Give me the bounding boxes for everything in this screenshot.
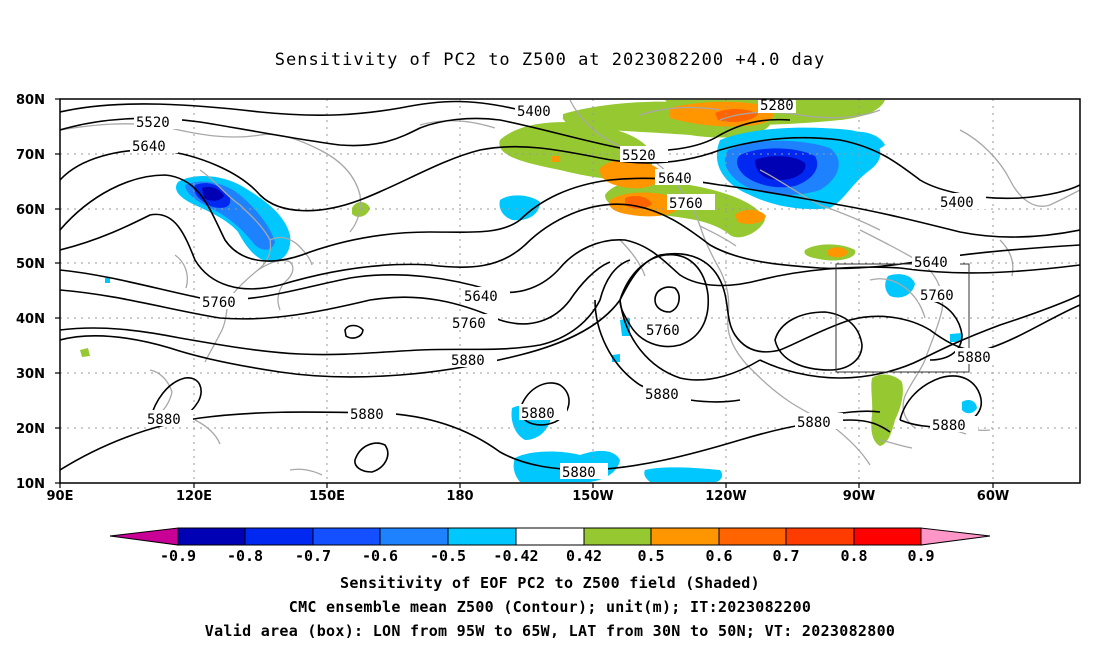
colorbar-label: -0.7 — [295, 547, 331, 565]
contour-label: 5280 — [760, 98, 794, 114]
shade-orange — [735, 209, 766, 224]
contour-labels: 5280 5400 5400 5520 5520 5640 5640 5640 … — [130, 97, 1003, 481]
shade-lightblue — [850, 131, 885, 151]
shade-navy — [202, 186, 224, 201]
contour-label: 5520 — [622, 148, 656, 164]
colorbar-label: 0.7 — [772, 547, 799, 565]
lat-label: 30N — [16, 367, 45, 382]
colorbar-swatch — [583, 527, 652, 546]
contour-label: 5760 — [202, 295, 236, 311]
colorbar-label: -0.8 — [227, 547, 263, 565]
contour-label: 5880 — [521, 406, 555, 422]
colorbar-label: -0.5 — [430, 547, 466, 565]
axis-ticks — [55, 98, 994, 488]
contour-label: 5640 — [658, 171, 692, 187]
colorbar-swatch — [718, 527, 787, 546]
lon-label: 120E — [176, 489, 212, 504]
contour-label: 5760 — [452, 316, 486, 332]
lon-label: 90E — [47, 489, 74, 504]
colorbar-low-arrow — [109, 527, 179, 546]
contour-label: 5760 — [669, 196, 703, 212]
longitude-labels: 90E 120E 150E 180 150W 120W 90W 60W — [47, 489, 1010, 504]
lat-label: 80N — [16, 93, 45, 108]
lon-label: 120W — [705, 489, 746, 504]
contour-label: 5880 — [451, 353, 485, 369]
latitude-labels: 10N 20N 30N 40N 50N 60N 70N 80N — [16, 93, 45, 492]
shade-lightblue — [950, 333, 962, 342]
contour-label: 5640 — [914, 255, 948, 271]
caption-line-3: Valid area (box): LON from 95W to 65W, L… — [204, 622, 896, 640]
contour-label: 5760 — [646, 323, 680, 339]
contour-label: 5880 — [797, 415, 831, 431]
shade-orange — [828, 247, 848, 258]
colorbar-swatch — [177, 527, 246, 546]
shade-green — [871, 374, 903, 446]
colorbar-label: -0.6 — [362, 547, 398, 565]
contour-label: 5640 — [464, 289, 498, 305]
colorbar-label: 0.9 — [907, 547, 934, 565]
colorbar-label: -0.9 — [160, 547, 196, 565]
lat-label: 50N — [16, 257, 45, 272]
colorbar-swatch — [785, 527, 855, 546]
contour-label: 5400 — [517, 104, 551, 120]
caption-line-1: Sensitivity of EOF PC2 to Z500 field (Sh… — [340, 574, 760, 592]
lat-label: 10N — [16, 477, 45, 492]
contour-label: 5520 — [136, 115, 170, 131]
caption-line-2: CMC ensemble mean Z500 (Contour); unit(m… — [288, 598, 812, 616]
contour-label: 5880 — [350, 407, 384, 423]
contour-label: 5880 — [932, 418, 966, 434]
lat-label: 40N — [16, 312, 45, 327]
colorbar-swatch — [853, 527, 922, 546]
contour-label: 5880 — [957, 350, 991, 366]
lat-label: 20N — [16, 422, 45, 437]
contour-label: 5640 — [132, 139, 166, 155]
map-title: Sensitivity of PC2 to Z500 at 2023082200… — [274, 50, 826, 70]
map-frame — [59, 98, 1081, 484]
shade-lightblue — [620, 318, 630, 336]
height-contours — [60, 100, 1080, 473]
shade-green — [80, 348, 90, 357]
colorbar-swatch — [244, 527, 314, 546]
colorbar-label: 0.6 — [705, 547, 732, 565]
shade-lightblue — [499, 195, 540, 221]
lat-label: 60N — [16, 203, 45, 218]
shade-lightblue — [644, 467, 723, 482]
shade-orange — [599, 159, 661, 189]
lat-label: 70N — [16, 148, 45, 163]
lon-label: 60W — [977, 489, 1009, 504]
colorbar-label: 0.5 — [637, 547, 664, 565]
colorbar-label: -0.42 — [493, 547, 538, 565]
shade-lightblue — [962, 400, 977, 414]
valid-area-box — [835, 263, 970, 373]
colorbar: -0.9 -0.8 -0.7 -0.6 -0.5 -0.42 0.42 0.5 … — [109, 527, 991, 565]
lon-label: 90W — [843, 489, 875, 504]
contour-label: 5880 — [645, 387, 679, 403]
shade-orange — [552, 156, 560, 162]
colorbar-swatch — [447, 527, 517, 546]
shade-lightblue — [105, 278, 110, 283]
colorbar-label: 0.42 — [566, 547, 602, 565]
contour-label: 5880 — [562, 465, 596, 481]
colorbar-label: 0.8 — [840, 547, 867, 565]
lon-label: 180 — [446, 489, 473, 504]
colorbar-swatch — [650, 527, 720, 546]
contour-label: 5760 — [920, 288, 954, 304]
colorbar-swatch — [515, 527, 585, 546]
lon-label: 150E — [309, 489, 345, 504]
colorbar-swatch — [312, 527, 381, 546]
colorbar-high-arrow — [920, 527, 991, 546]
contour-label: 5880 — [147, 412, 181, 428]
colorbar-swatch — [379, 527, 449, 546]
lon-label: 150W — [572, 489, 613, 504]
contour-label: 5400 — [940, 195, 974, 211]
shade-lightblue — [885, 274, 915, 298]
